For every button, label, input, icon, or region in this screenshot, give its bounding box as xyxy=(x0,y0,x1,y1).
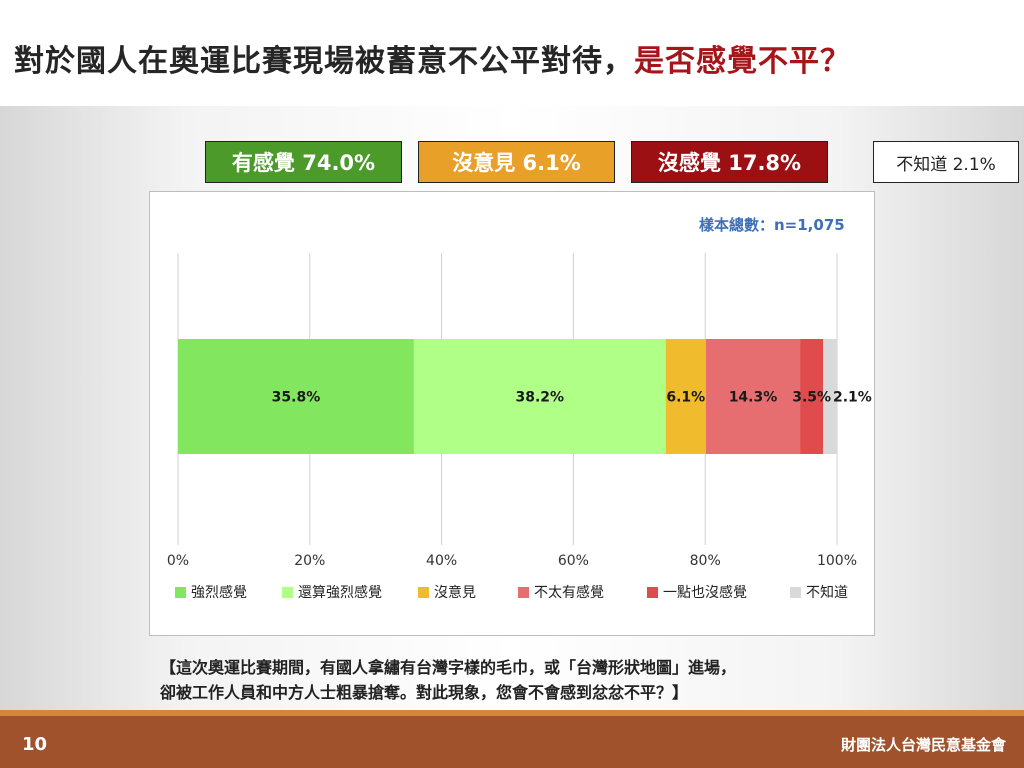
summary-box-no-opinion: 沒意見 6.1% xyxy=(418,141,615,183)
slide-title: 對於國人在奧運比賽現場被蓄意不公平對待，是否感覺不平？ xyxy=(14,36,851,80)
legend-swatch xyxy=(282,586,293,598)
legend-swatch xyxy=(647,586,658,598)
question-text: 【這次奧運比賽期間，有國人拿繡有台灣字樣的毛巾，或「台灣形狀地圖」進場， 卻被工… xyxy=(160,655,900,705)
legend-label: 強烈感覺 xyxy=(191,585,247,601)
title-highlight: 是否感覺不平？ xyxy=(634,44,851,79)
bar-segment xyxy=(800,339,824,454)
summary-box-no-feel: 沒感覺 17.8% xyxy=(631,141,828,183)
title-bar: 對於國人在奧運比賽現場被蓄意不公平對待，是否感覺不平？ xyxy=(0,0,1024,106)
x-tick-label: 40% xyxy=(426,553,457,569)
title-main: 對於國人在奧運比賽現場被蓄意不公平對待， xyxy=(14,44,634,79)
legend-label: 還算強烈感覺 xyxy=(298,585,382,601)
legend-label: 不知道 xyxy=(806,585,848,601)
legend-label: 一點也沒感覺 xyxy=(663,585,747,601)
legend-label: 沒意見 xyxy=(434,585,476,601)
summary-box-dont-know: 不知道 2.1% xyxy=(873,141,1019,183)
footer-bar xyxy=(0,710,1024,768)
legend-item: 不太有感覺 xyxy=(518,582,604,602)
x-tick-label: 0% xyxy=(167,553,189,569)
bar-segment xyxy=(413,339,666,454)
legend-label: 不太有感覺 xyxy=(534,585,604,601)
organization-name: 財團法人台灣民意基金會 xyxy=(840,736,1006,754)
bar-value-label: 6.1% xyxy=(666,390,705,406)
stacked-bar-chart: 35.8% 38.2% 6.1% 14.3% 3.5% 2.1% 0% 20% 40% 60% 8… xyxy=(167,253,872,569)
legend-item: 一點也沒感覺 xyxy=(647,582,747,602)
legend-item: 強烈感覺 xyxy=(175,582,247,602)
x-tick-label: 100% xyxy=(817,553,857,569)
legend-swatch xyxy=(518,586,529,598)
question-line-1: 【這次奧運比賽期間，有國人拿繡有台灣字樣的毛巾，或「台灣形狀地圖」進場， xyxy=(160,658,737,677)
bar-segment xyxy=(665,339,706,454)
bar-value-label: 3.5% xyxy=(792,390,831,406)
bar-segment xyxy=(705,339,801,454)
sample-size-note: 樣本總數：n=1,075 xyxy=(699,216,845,234)
page-number: 10 xyxy=(22,734,48,755)
legend-swatch xyxy=(790,586,801,598)
x-tick-label: 60% xyxy=(558,553,589,569)
bar-segment xyxy=(178,339,414,454)
legend-item: 沒意見 xyxy=(418,582,476,602)
bar-value-label: 38.2% xyxy=(516,390,565,406)
bar-value-label: 35.8% xyxy=(272,390,321,406)
bar-value-label: 14.3% xyxy=(729,390,778,406)
legend-swatch xyxy=(418,586,429,598)
legend-item: 不知道 xyxy=(790,582,848,602)
bar-segment xyxy=(823,339,837,454)
bar-value-label: 2.1% xyxy=(833,390,872,406)
legend-item: 還算強烈感覺 xyxy=(282,582,382,602)
legend-swatch xyxy=(175,586,186,598)
x-tick-label: 80% xyxy=(690,553,721,569)
question-line-2: 卻被工作人員和中方人士粗暴搶奪。對此現象，您會不會感到忿忿不平？】 xyxy=(160,683,689,702)
summary-box-feel: 有感覺 74.0% xyxy=(205,141,402,183)
x-tick-label: 20% xyxy=(294,553,325,569)
